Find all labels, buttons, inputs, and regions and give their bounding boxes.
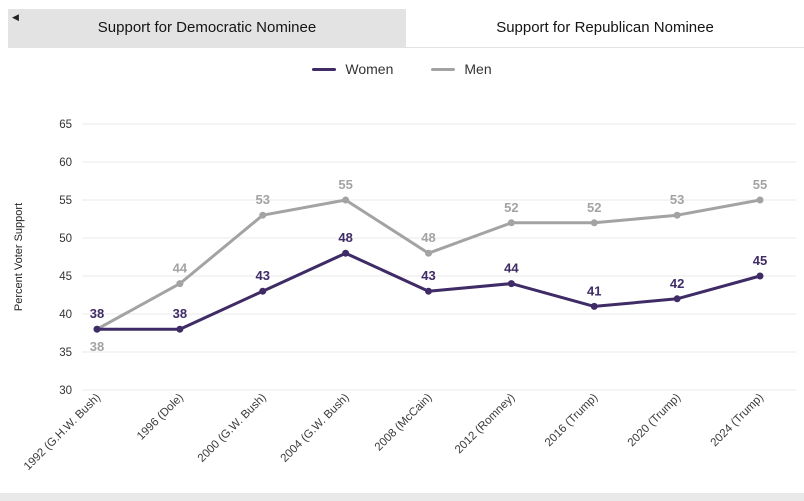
y-tick-label: 45 [59, 271, 72, 283]
x-axis-label: 1992 (G.H.W. Bush) [22, 392, 103, 473]
women-data-point [756, 272, 764, 280]
y-tick-label: 65 [59, 119, 72, 131]
x-axis-label: 2024 (Trump) [709, 392, 767, 450]
y-axis-title: Percent Voter Support [13, 203, 25, 311]
legend-item-men[interactable]: Men [431, 61, 492, 77]
legend-item-women[interactable]: Women [312, 61, 393, 77]
women-line-swatch [312, 67, 337, 71]
chart-legend: Women Men [0, 48, 804, 90]
women-data-label: 43 [421, 268, 435, 283]
x-axis-label: 2004 (G.W. Bush) [279, 392, 352, 465]
x-axis-label: 2016 (Trump) [543, 392, 601, 450]
y-tick-label: 40 [59, 309, 72, 321]
line-chart: 30 35 40 45 50 55 60 65 Percent Voter Support 199… [13, 119, 796, 473]
women-data-label: 38 [173, 306, 187, 321]
men-data-label: 48 [421, 230, 435, 245]
women-data-label: 48 [338, 230, 352, 245]
back-arrow-icon[interactable]: ◀ [12, 12, 19, 22]
y-tick-label: 60 [59, 157, 72, 169]
x-axis-label: 2008 (McCain) [373, 392, 435, 454]
women-data-label: 43 [256, 268, 270, 283]
x-axis-label: 2000 (G.W. Bush) [196, 392, 269, 465]
men-data-point [342, 196, 350, 204]
voter-support-dashboard: ◀ Support for Democratic Nominee Support… [0, 9, 804, 501]
women-data-point [342, 249, 350, 257]
men-line [95, 198, 762, 331]
men-data-point [176, 280, 184, 288]
men-data-label: 53 [670, 192, 684, 207]
men-data-label: 52 [504, 200, 518, 215]
men-line-swatch [431, 67, 456, 71]
tab-democratic-nominee[interactable]: Support for Democratic Nominee [8, 9, 406, 47]
men-data-label: 52 [587, 200, 601, 215]
x-axis-label: 2020 (Trump) [626, 392, 684, 450]
men-data-point [425, 249, 432, 257]
women-data-point [93, 325, 101, 333]
women-data-label: 41 [587, 283, 601, 298]
women-data-point [507, 280, 515, 288]
women-data-label: 42 [670, 276, 684, 291]
men-data-label: 55 [338, 177, 352, 192]
men-data-point [673, 211, 681, 219]
bottom-scrollbar [0, 493, 804, 501]
men-data-label: 44 [173, 261, 188, 276]
x-axis-label: 1996 (Dole) [135, 392, 186, 443]
legend-label-women: Women [345, 61, 394, 77]
women-data-point [673, 295, 681, 303]
women-data-point [176, 325, 184, 333]
y-tick-label: 30 [59, 385, 72, 397]
x-axis-label: 2012 (Romney) [453, 392, 518, 457]
men-data-point [259, 211, 267, 219]
legend-label-men: Men [464, 61, 492, 77]
tab-bar: Support for Democratic Nominee Support f… [8, 9, 804, 48]
women-data-point [590, 302, 598, 310]
women-data-point [259, 287, 267, 295]
tab-republican-nominee[interactable]: Support for Republican Nominee [406, 9, 804, 47]
men-data-point [507, 219, 515, 227]
men-data-label: 38 [90, 339, 104, 354]
women-data-label: 44 [504, 261, 519, 276]
y-tick-label: 35 [59, 347, 72, 359]
y-tick-label: 55 [59, 195, 72, 207]
men-data-point [756, 196, 764, 204]
women-data-label: 38 [90, 306, 104, 321]
men-data-label: 55 [753, 177, 767, 192]
women-data-point [425, 287, 432, 295]
women-data-label: 45 [753, 253, 767, 268]
men-data-label: 53 [256, 192, 270, 207]
men-data-point [590, 219, 598, 227]
y-tick-label: 50 [59, 233, 72, 245]
